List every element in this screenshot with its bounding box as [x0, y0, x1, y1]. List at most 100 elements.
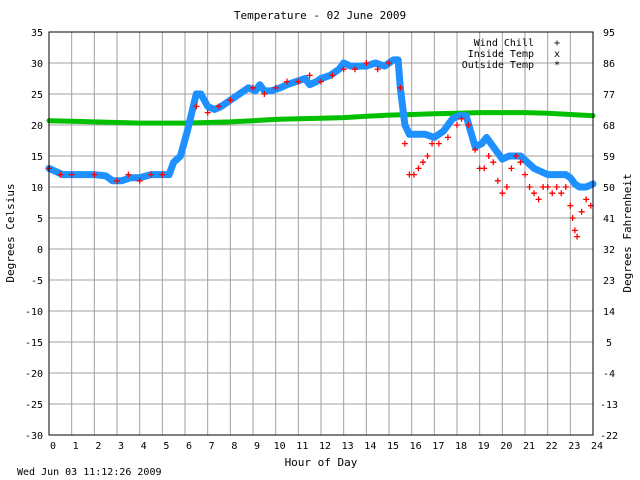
y2-tick-label: 5 [606, 338, 612, 349]
data-point-wind-chill [340, 66, 347, 73]
x-tick-label: 8 [231, 441, 237, 452]
series-line-outside-temp [45, 56, 597, 191]
data-point-wind-chill [435, 140, 442, 147]
x-tick-label: 24 [591, 441, 603, 452]
y2-tick-label: 14 [603, 307, 615, 318]
x-tick-label: 6 [186, 441, 192, 452]
data-point-wind-chill [583, 196, 590, 203]
data-point-wind-chill [544, 184, 551, 190]
y-tick-label: 35 [31, 28, 43, 39]
legend: Wind Chill + Inside Temp x Outside Temp … [462, 38, 560, 71]
y-tick-label: 25 [31, 90, 43, 101]
x-tick-label: 9 [254, 441, 260, 452]
legend-item-outside-temp: Outside Temp * [462, 60, 560, 71]
data-point-wind-chill [567, 202, 574, 209]
x-tick-label: 22 [546, 441, 558, 452]
plot-frame [48, 31, 594, 436]
series-line-inside-temp [46, 110, 596, 126]
data-point-wind-chill [531, 190, 538, 197]
y2-tick-label: 59 [603, 152, 615, 163]
grid-lines [49, 32, 593, 435]
y-tick-label: 30 [31, 59, 43, 70]
y-tick-label: -5 [31, 276, 43, 287]
y2-axis-label: Degrees Fahrenheit [621, 173, 634, 292]
legend-marker-outside-temp: * [554, 60, 560, 71]
x-tick-label: 15 [387, 441, 399, 452]
x-tick-label: 4 [141, 441, 147, 452]
y-tick-label: -25 [25, 400, 43, 411]
data-point-wind-chill [549, 190, 556, 197]
y2-tick-label: 86 [603, 59, 615, 70]
y-tick-label: 0 [37, 245, 43, 256]
data-point-wind-chill [401, 140, 408, 147]
legend-label-wind-chill: Wind Chill [474, 38, 534, 49]
data-point-wind-chill [458, 115, 465, 122]
data-point-wind-chill [306, 72, 313, 79]
y-tick-label: -10 [25, 307, 43, 318]
data-point-wind-chill [261, 91, 268, 97]
y-tick-label: 5 [37, 214, 43, 225]
data-point-wind-chill [91, 171, 98, 178]
data-point-wind-chill [481, 165, 488, 172]
data-point-wind-chill [526, 184, 533, 190]
data-point-wind-chill [465, 122, 472, 128]
data-point-wind-chill [415, 165, 422, 172]
y-tick-label: -15 [25, 338, 43, 349]
x-tick-label: 23 [568, 441, 580, 452]
x-tick-label: 21 [523, 441, 535, 452]
series-layer [45, 56, 597, 240]
data-point-wind-chill [485, 153, 492, 159]
x-tick-label: 7 [209, 441, 215, 452]
y2-tick-label: 95 [603, 28, 615, 39]
y-tick-label: 20 [31, 121, 43, 132]
data-point-wind-chill [569, 215, 576, 221]
legend-marker-inside-temp: x [554, 49, 560, 60]
data-point-wind-chill [295, 78, 302, 85]
x-axis-label: Hour of Day [285, 456, 358, 469]
data-point-wind-chill [558, 190, 565, 197]
x-tick-label: 19 [478, 441, 490, 452]
x-tick-label: 0 [50, 441, 56, 452]
y2-tick-label: 32 [603, 245, 615, 256]
data-point-wind-chill [508, 165, 515, 172]
data-point-wind-chill [522, 171, 528, 178]
data-point-wind-chill [374, 66, 381, 73]
data-point-wind-chill [517, 159, 524, 166]
data-point-wind-chill [562, 184, 569, 190]
legend-marker-wind-chill: + [554, 38, 560, 49]
data-point-wind-chill [159, 171, 166, 178]
data-point-wind-chill [272, 84, 279, 91]
y-tick-label: -20 [25, 369, 43, 380]
data-point-wind-chill [386, 60, 392, 66]
x-tick-label: 2 [95, 441, 101, 452]
legend-label-inside-temp: Inside Temp [468, 49, 534, 60]
data-point-wind-chill [490, 159, 497, 166]
tick-labels: 0 1 2 3 4 5 6 7 8 9 10 11 12 13 14 15 16 17 18 19 20 21 22 23 24… [25, 28, 618, 452]
data-point-wind-chill [148, 171, 154, 178]
data-point-wind-chill [329, 72, 336, 79]
data-point-wind-chill [227, 97, 234, 104]
y-axis-label: Degrees Celsius [4, 183, 17, 282]
x-tick-label: 3 [118, 441, 124, 452]
data-point-wind-chill [204, 109, 211, 116]
data-point-wind-chill [444, 134, 451, 141]
data-point-wind-chill [136, 177, 143, 184]
legend-item-wind-chill: Wind Chill + [474, 38, 560, 49]
data-point-wind-chill [472, 146, 479, 153]
data-point-wind-chill [68, 171, 75, 178]
data-point-wind-chill [571, 227, 578, 234]
y-tick-label: -30 [25, 431, 43, 442]
data-point-wind-chill [553, 184, 560, 190]
data-point-wind-chill [352, 66, 358, 73]
data-point-wind-chill [574, 233, 581, 240]
data-point-wind-chill [420, 159, 426, 166]
x-tick-label: 10 [274, 441, 286, 452]
data-point-wind-chill [424, 153, 431, 159]
data-point-wind-chill [250, 84, 256, 91]
x-tick-label: 12 [319, 441, 331, 452]
y2-tick-label: -4 [603, 369, 615, 380]
data-point-wind-chill [410, 171, 417, 178]
data-point-wind-chill [363, 60, 370, 66]
